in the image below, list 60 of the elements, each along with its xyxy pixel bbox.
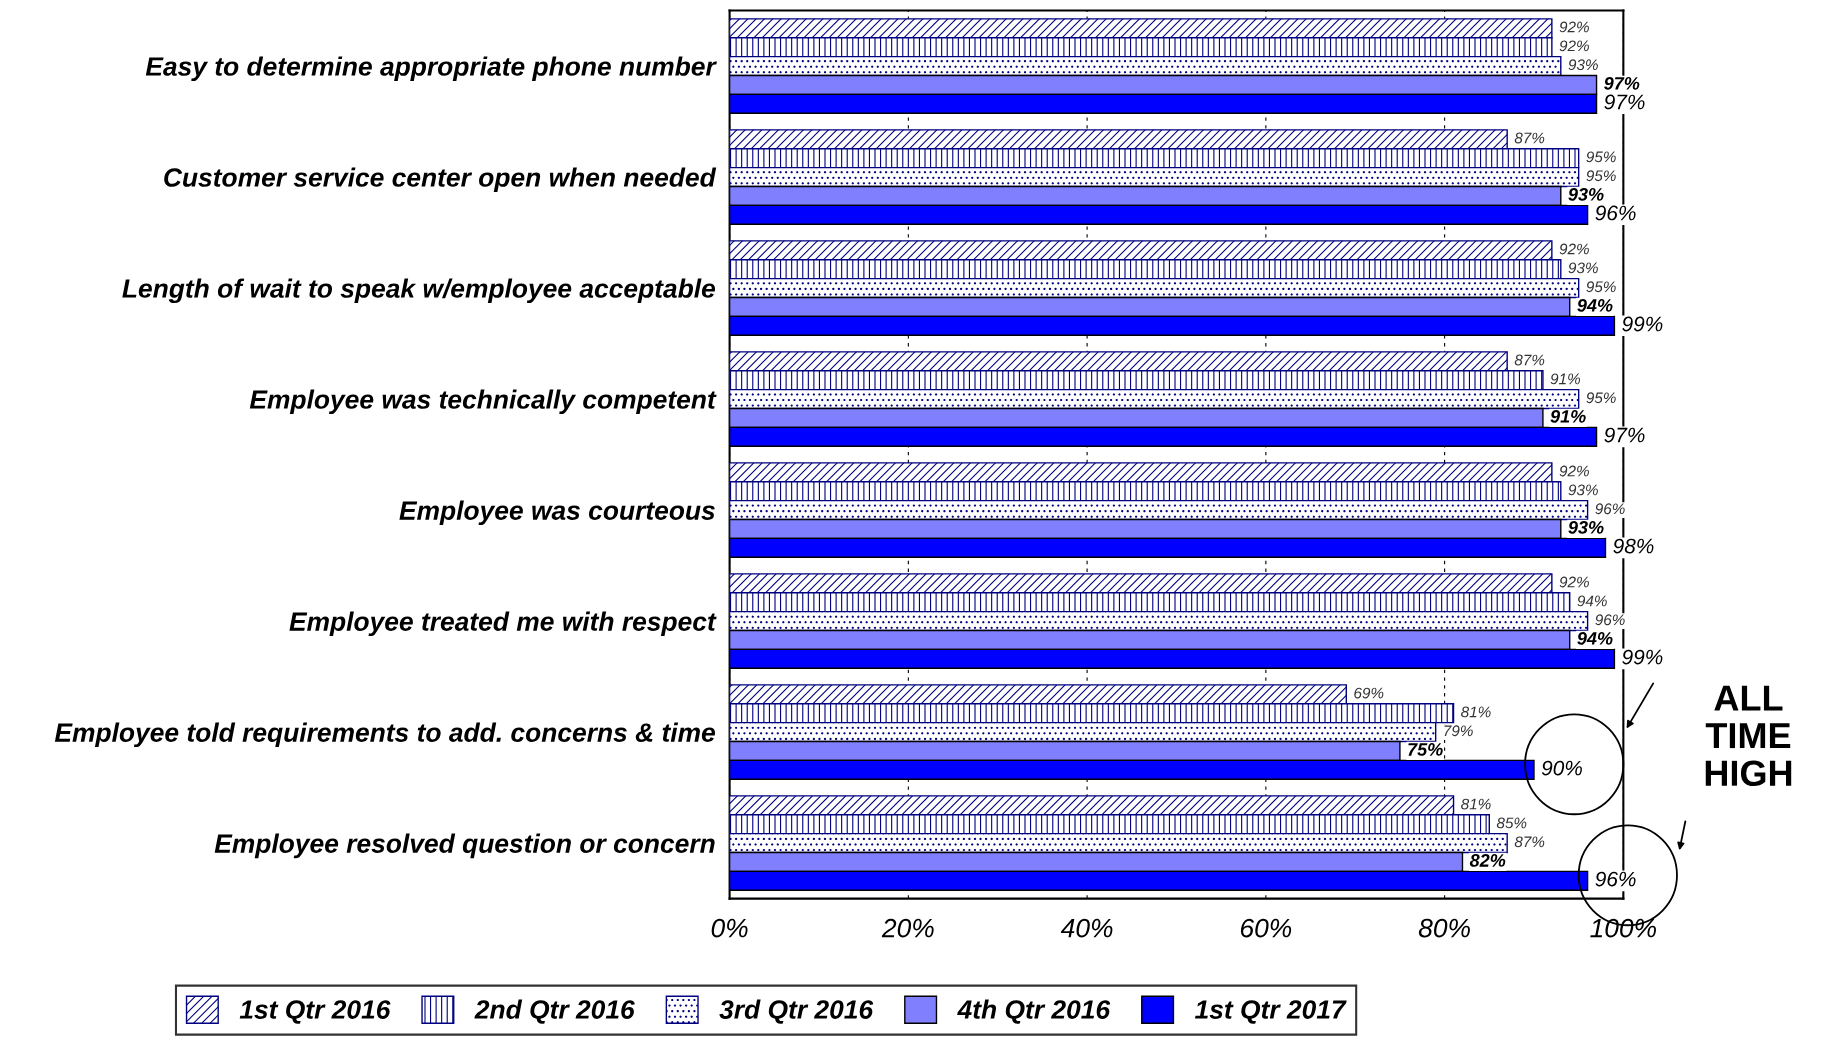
data-label: 92% (1559, 21, 1589, 33)
data-label: 96% (1595, 205, 1636, 221)
data-label: 90% (1541, 760, 1582, 776)
y-tick-label: Length of wait to speak w/employee acceptable (122, 278, 716, 304)
data-label: 82% (1469, 854, 1506, 867)
data-label: 95% (1586, 151, 1616, 163)
data-label: 96% (1595, 503, 1625, 515)
x-tick-label: 100% (1590, 918, 1656, 938)
data-label: 94% (1577, 632, 1613, 645)
data-label: 91% (1550, 373, 1580, 385)
data-label: 75% (1408, 743, 1443, 756)
legend-label: 4th Qtr 2016 (957, 999, 1111, 1024)
y-tick-label: Employee told requirements to add. concerns & time (54, 722, 716, 748)
text: ALL TIME HIGH (1705, 685, 1792, 787)
data-label: 79% (1444, 725, 1473, 737)
y-tick-label: Employee resolved question or concern (214, 833, 715, 859)
data-label: 97% (1604, 94, 1645, 110)
x-tick-label: 0% (711, 918, 748, 938)
data-label: 87% (1514, 354, 1545, 366)
data-label: 96% (1595, 614, 1625, 626)
y-tick-label: Easy to determine appropriate phone number (145, 56, 717, 82)
data-label: 87% (1514, 132, 1545, 144)
y-tick-label: Employee was courteous (399, 500, 715, 526)
data-label: 94% (1577, 298, 1613, 312)
data-label: 97% (1604, 76, 1640, 90)
data-label: 93% (1568, 484, 1598, 496)
data-label: 95% (1586, 170, 1616, 182)
legend-label: 2nd Qtr 2016 (474, 999, 635, 1024)
data-label: 99% (1622, 649, 1663, 665)
y-tick-label: Employee treated me with respect (289, 611, 717, 637)
data-label: 95% (1586, 281, 1616, 293)
data-label: 99% (1622, 316, 1663, 332)
legend-label: 3rd Qtr 2016 (719, 999, 874, 1024)
y-tick-label: Customer service center open when needed (164, 167, 717, 193)
y-tick-label: Employee was technically competent (249, 389, 717, 415)
data-label: 92% (1559, 40, 1589, 52)
data-label: 87% (1514, 836, 1545, 848)
x-tick-label: 40% (1060, 918, 1113, 938)
x-tick-label: 60% (1240, 918, 1292, 938)
data-label: 85% (1496, 817, 1527, 829)
data-label: 98% (1613, 538, 1654, 554)
data-label: 95% (1586, 392, 1616, 404)
data-label: 91% (1550, 409, 1586, 423)
legend-label: 1st Qtr 2016 (239, 1000, 391, 1024)
data-label: 93% (1568, 187, 1604, 201)
x-tick-label: 20% (881, 918, 934, 938)
data-label: 92% (1559, 243, 1589, 255)
data-label: 96% (1595, 871, 1636, 887)
data-label: 92% (1559, 576, 1589, 588)
data-label: 94% (1577, 595, 1607, 607)
data-label: 69% (1354, 687, 1384, 699)
data-label: 97% (1604, 427, 1645, 443)
data-label: 81% (1461, 706, 1491, 718)
data-label: 92% (1559, 465, 1589, 477)
data-label: 93% (1568, 59, 1598, 71)
data-label: 93% (1568, 262, 1598, 274)
data-label: 81% (1461, 798, 1491, 810)
x-tick-label: 80% (1418, 918, 1470, 938)
data-label: 93% (1568, 521, 1604, 534)
legend-label: 1st Qtr 2017 (1194, 1000, 1347, 1024)
